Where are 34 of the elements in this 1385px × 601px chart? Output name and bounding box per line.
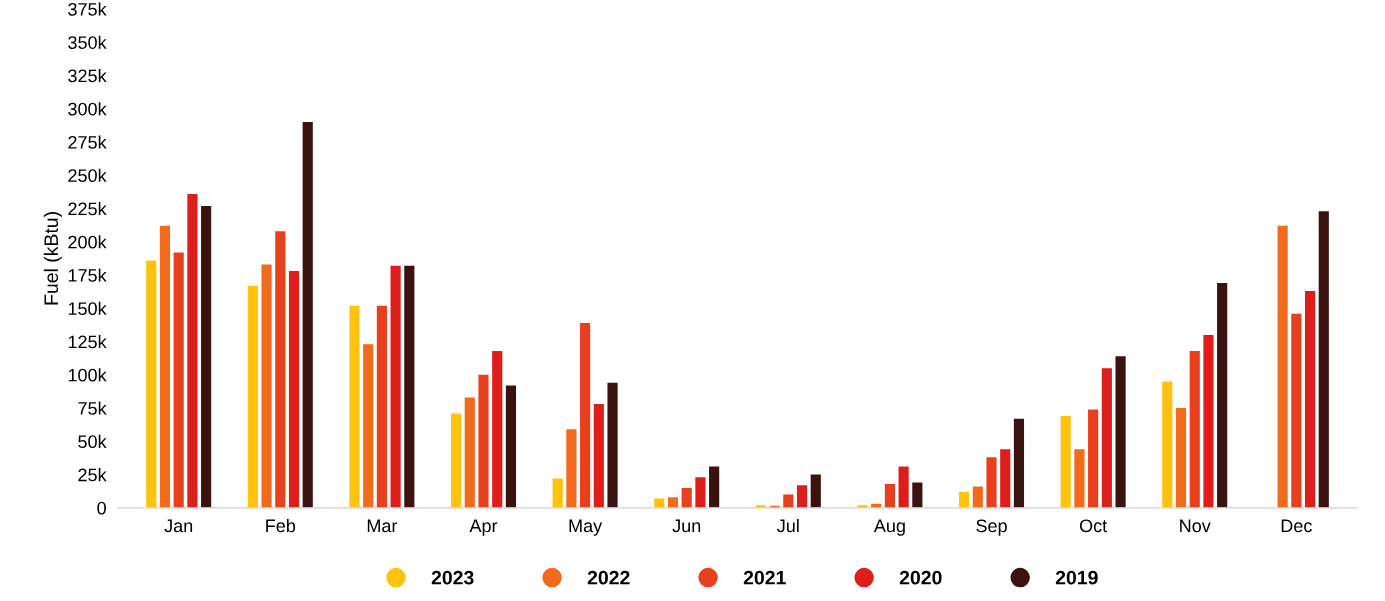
legend-label: 2022 [587,570,630,585]
x-tick-label: Mar [367,519,398,533]
x-tick-label: Feb [266,518,296,533]
y-tick-label: 275k [68,135,107,149]
x-tick-label: Jul [777,518,799,533]
legend-label: 2019 [1055,570,1098,585]
x-tick-label: Sep [976,519,1007,536]
x-tick-label: Aug [873,519,905,536]
legend-label: 2020 [899,570,942,585]
y-axis-title: Fuel (kBtu) [43,212,62,305]
x-tick-label: Dec [1281,519,1312,533]
y-tick-label: 300k [68,102,107,116]
y-tick-label: 175k [68,268,107,282]
y-tick-label: 100k [68,368,107,382]
x-tick-label: Apr [469,519,498,536]
y-tick-label: 0 [97,501,106,515]
y-tick-label: 200k [68,235,107,249]
x-tick-label: Nov [1180,519,1211,533]
legend-label: 2023 [431,570,474,585]
y-tick-label: 375k [68,2,107,16]
x-tick-label: Jan [164,519,193,533]
x-tick-label: Jun [672,519,701,533]
x-tick-label: Oct [1079,519,1108,533]
x-tick-label: May [569,519,603,536]
y-tick-label: 125k [68,335,107,349]
y-tick-label: 225k [68,202,107,216]
y-tick-label: 325k [68,68,107,83]
legend-label: 2021 [743,570,786,585]
y-tick-label: 75k [78,401,107,415]
y-tick-label: 50k [78,434,107,449]
y-tick-label: 150k [68,301,107,316]
y-tick-label: 350k [68,35,107,49]
y-tick-label: 250k [68,168,107,183]
y-tick-label: 25k [78,468,107,482]
